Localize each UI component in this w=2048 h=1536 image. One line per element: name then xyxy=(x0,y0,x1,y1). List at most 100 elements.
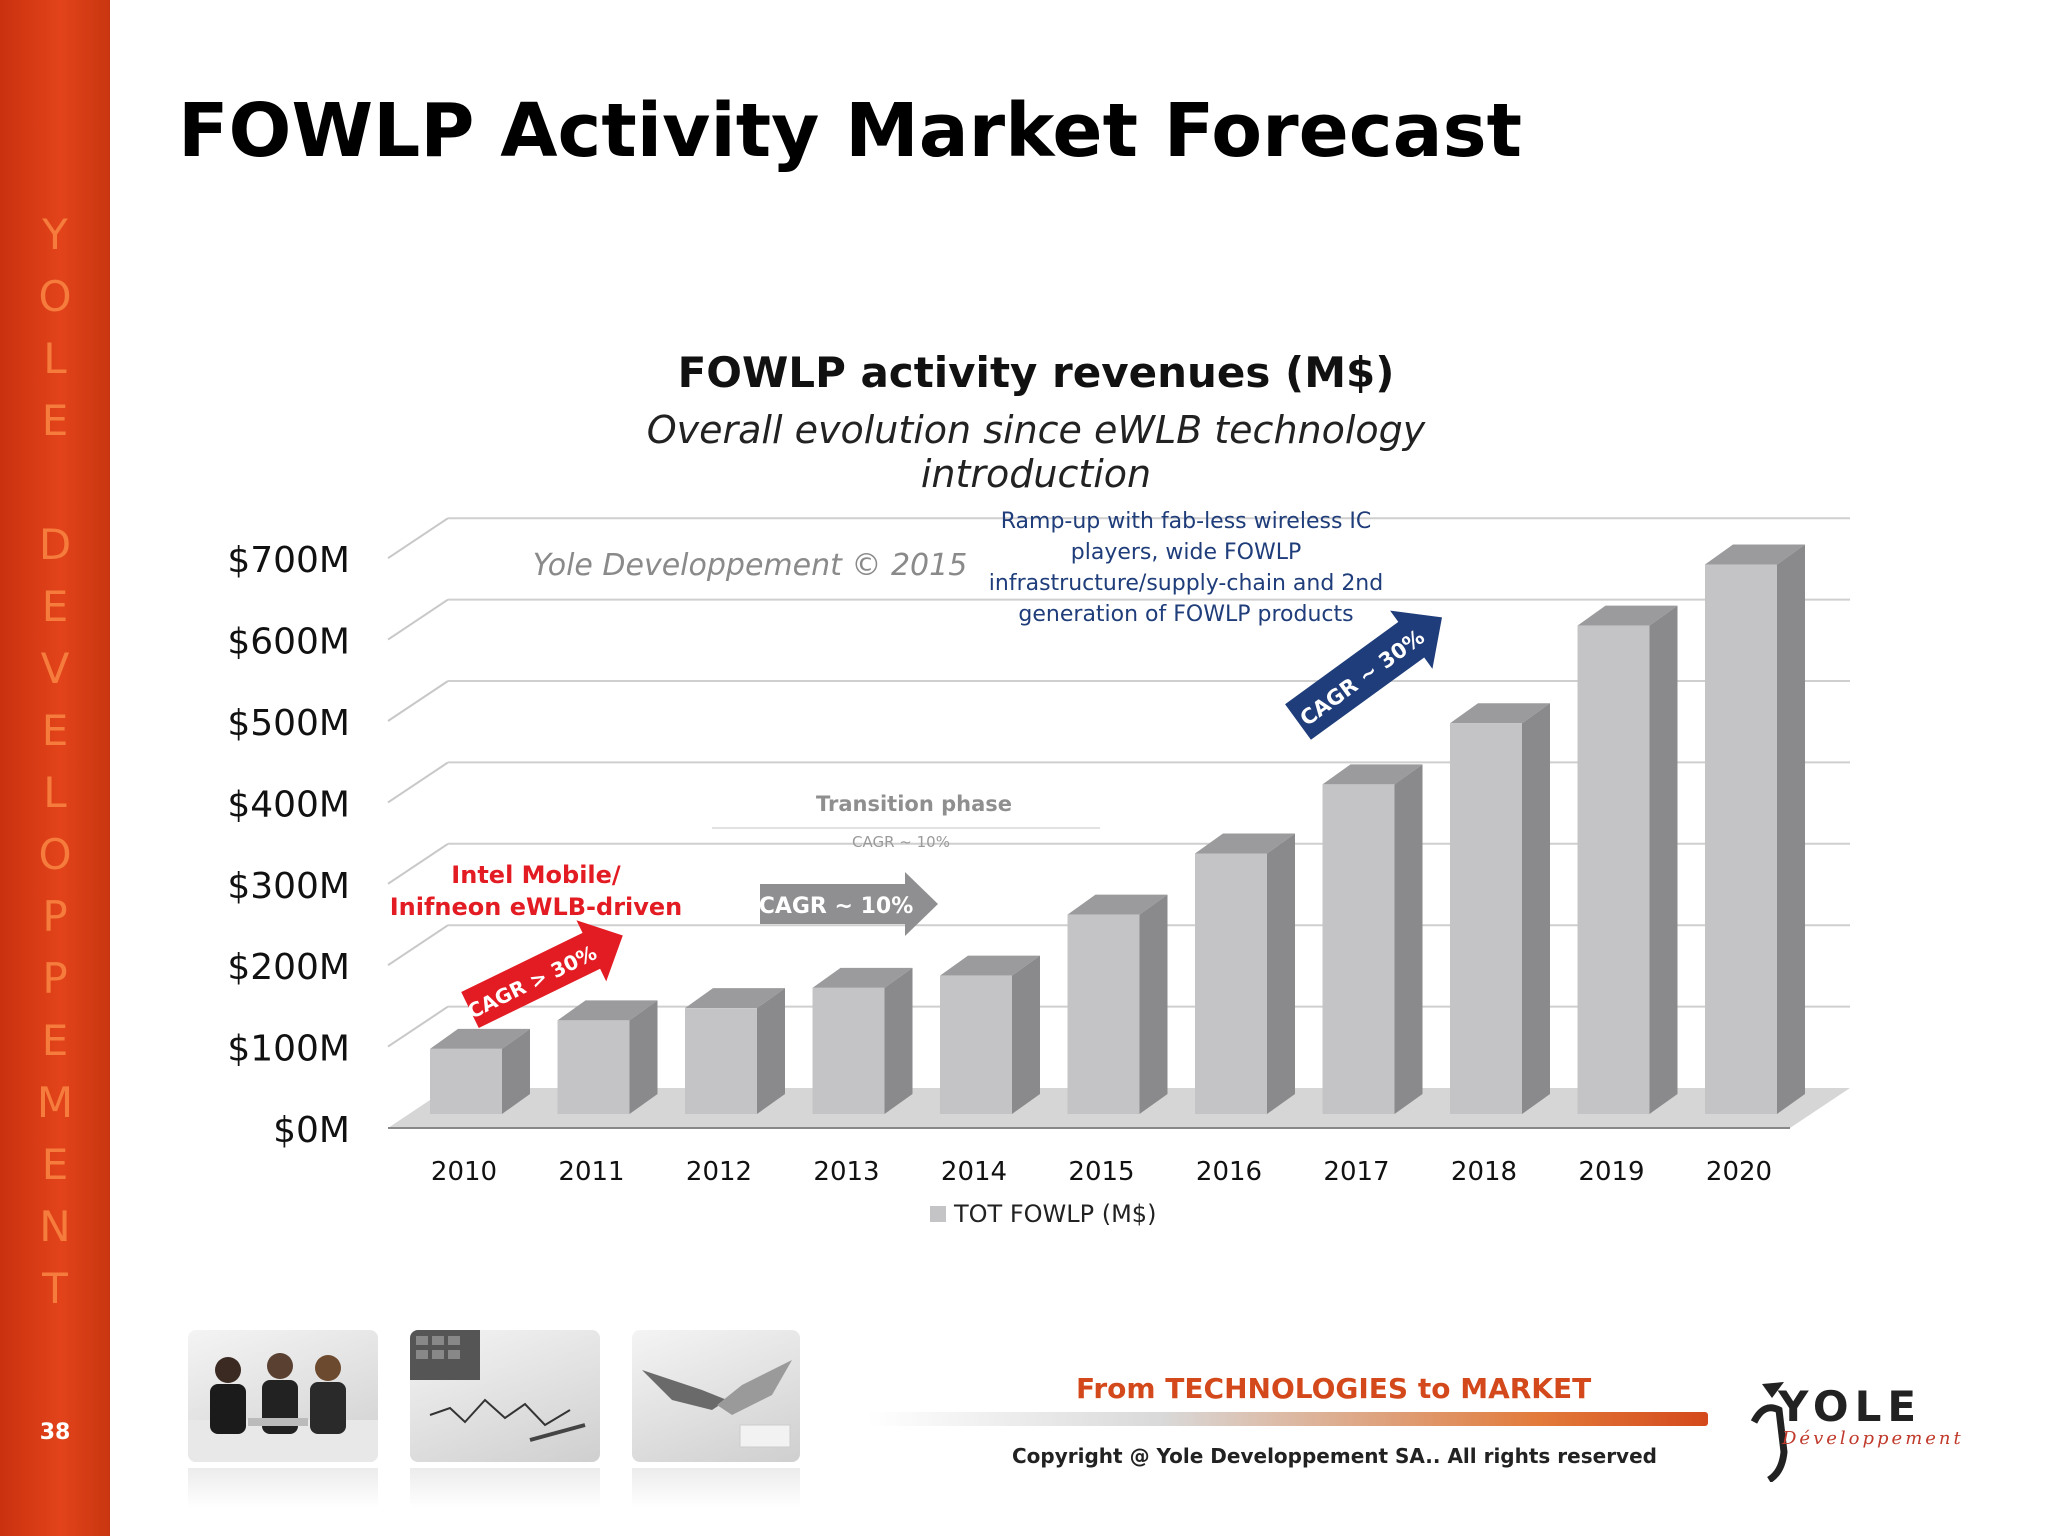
bar xyxy=(1067,914,1140,1114)
bar-top xyxy=(430,1028,530,1049)
y-tick-label: $500M xyxy=(227,703,350,744)
bar-side xyxy=(1394,764,1423,1114)
transition-label: Transition phase xyxy=(816,792,1012,816)
finance-chart-photo xyxy=(410,1330,600,1462)
x-axis-ticks: 2010 2011 2012 2013 2014 2015 2016 2017 2018 2019… xyxy=(431,1157,1772,1187)
phase3-label: infrastructure/supply-chain and 2nd xyxy=(989,571,1383,596)
bar-top xyxy=(685,988,785,1009)
bar-top xyxy=(1322,764,1423,785)
legend: TOT FOWLP (M$) xyxy=(930,1200,1156,1228)
sidebar-letter: L xyxy=(43,334,67,383)
gridline-diagonal xyxy=(387,1005,449,1048)
bar-side xyxy=(1012,955,1040,1114)
phase1-label: Intel Mobile/ xyxy=(451,861,621,889)
chart-title: FOWLP activity revenues (M$) xyxy=(677,348,1395,397)
page-number: 38 xyxy=(39,1420,71,1445)
bar-side xyxy=(757,988,785,1114)
slide-title: FOWLP Activity Market Forecast xyxy=(178,88,1522,174)
bars xyxy=(430,544,1805,1114)
legend-swatch xyxy=(930,1206,946,1222)
bar-top xyxy=(812,967,913,988)
watermark: Yole Developpement © 2015 xyxy=(533,548,968,583)
sidebar-letter: O xyxy=(38,830,72,879)
bar-top xyxy=(940,955,1040,976)
sidebar-letter: V xyxy=(40,644,70,693)
bar-side xyxy=(1777,544,1805,1114)
grey-growth-arrow: CAGR ~ 10% xyxy=(759,872,938,936)
blue-arrow-label: CAGR ~ 30% xyxy=(1296,625,1429,731)
x-tick-label: 2016 xyxy=(1196,1157,1262,1187)
x-tick-label: 2011 xyxy=(558,1157,624,1187)
phase3-label: players, wide FOWLP xyxy=(1071,540,1301,565)
sidebar-letter: M xyxy=(36,1078,74,1127)
sidebar-letter: E xyxy=(41,1016,69,1065)
annotations: Yole Developpement © 2015 Intel Mobile/In… xyxy=(390,509,1443,1028)
chart-subtitle: Overall evolution since eWLB technology … xyxy=(646,408,1426,496)
bar-top xyxy=(1705,544,1805,565)
bar xyxy=(430,1048,502,1114)
sidebar-letter: P xyxy=(42,892,68,941)
y-tick-label: $700M xyxy=(227,540,350,581)
y-axis-ticks: $0M $100M $200M $300M $400M $500M $600M $700M xyxy=(227,540,350,1151)
sidebar-letter: N xyxy=(39,1202,71,1251)
bar-side xyxy=(1139,894,1168,1114)
business-meeting-photo xyxy=(188,1330,378,1462)
transition-sublabel: CAGR ~ 10% xyxy=(852,833,950,851)
bar xyxy=(557,1020,630,1114)
y-tick-label: $600M xyxy=(227,622,350,663)
phase1-label: Inifneon eWLB-driven xyxy=(390,893,683,921)
gridline-diagonal xyxy=(387,680,449,722)
grey-arrow-label: CAGR ~ 10% xyxy=(759,894,914,919)
gridline-diagonal xyxy=(387,761,449,804)
legend-label: TOT FOWLP (M$) xyxy=(953,1200,1156,1228)
bar-side xyxy=(1649,605,1678,1114)
bar-side xyxy=(1267,833,1295,1114)
logo-wordmark: YOLE xyxy=(1778,1382,1923,1431)
x-tick-label: 2015 xyxy=(1068,1157,1134,1187)
bar-top xyxy=(1195,833,1295,854)
bar xyxy=(1195,853,1267,1114)
handshake-photo xyxy=(632,1330,800,1462)
gridline-diagonal xyxy=(387,517,449,560)
bar-top xyxy=(1577,605,1678,626)
bar xyxy=(940,975,1012,1114)
sidebar-letter: Y xyxy=(42,210,68,259)
photo-reflection xyxy=(188,1468,378,1508)
sidebar-letter: D xyxy=(38,520,72,569)
bar-side xyxy=(1522,703,1550,1114)
sidebar-letter: E xyxy=(41,1140,69,1189)
x-tick-label: 2017 xyxy=(1323,1157,1389,1187)
y-tick-label: $300M xyxy=(227,866,350,907)
sidebar-letter: L xyxy=(43,768,67,817)
y-tick-label: $0M xyxy=(273,1110,350,1151)
x-tick-label: 2019 xyxy=(1578,1157,1644,1187)
bar-top xyxy=(557,1000,658,1021)
sidebar-letter: E xyxy=(41,706,69,755)
gridline-diagonal xyxy=(387,842,449,885)
photo-reflection xyxy=(632,1468,800,1508)
gridline-diagonal xyxy=(387,924,449,967)
sidebar-letter: P xyxy=(42,954,68,1003)
logo-subtitle: Développement xyxy=(1782,1428,1964,1449)
sidebar-letter: E xyxy=(41,396,69,445)
x-tick-label: 2013 xyxy=(813,1157,879,1187)
bar xyxy=(1705,564,1777,1114)
chart-title-wrap: FOWLP activity revenues (M$) xyxy=(0,348,2048,397)
x-tick-label: 2020 xyxy=(1706,1157,1772,1187)
footer-copyright: Copyright @ Yole Developpement SA.. All … xyxy=(1012,1444,1657,1468)
bar xyxy=(685,1008,757,1114)
bar-top xyxy=(1067,894,1168,915)
x-tick-label: 2014 xyxy=(941,1157,1007,1187)
y-tick-label: $400M xyxy=(227,784,350,825)
phase3-label: generation of FOWLP products xyxy=(1018,602,1353,627)
x-tick-label: 2010 xyxy=(431,1157,497,1187)
bar xyxy=(1322,784,1395,1114)
sidebar-letter: O xyxy=(38,272,72,321)
sidebar-letter: T xyxy=(42,1264,68,1313)
bar-side xyxy=(629,1000,658,1114)
yole-logo-mark xyxy=(1750,1382,1788,1482)
x-tick-label: 2018 xyxy=(1451,1157,1517,1187)
bar xyxy=(1450,723,1522,1114)
y-tick-label: $100M xyxy=(227,1029,350,1070)
